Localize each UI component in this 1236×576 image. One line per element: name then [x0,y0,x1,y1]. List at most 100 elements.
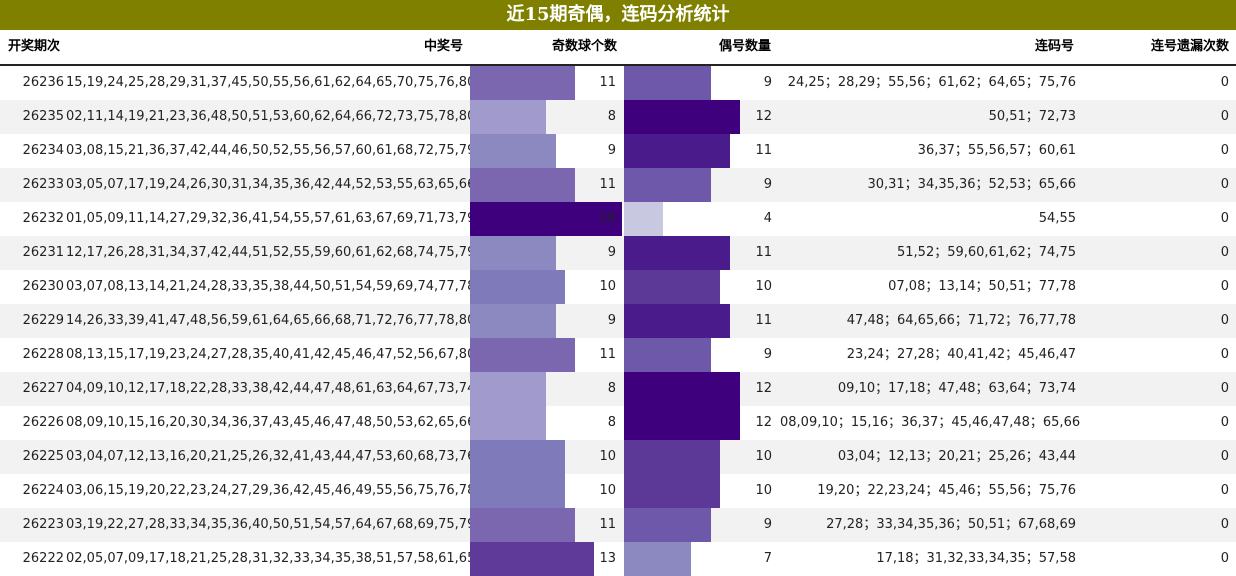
even-count-cell: 9 [624,338,778,372]
missing-count-cell: 0 [1220,211,1229,226]
period-cell: 26225 [22,449,64,464]
even-count-value: 10 [755,449,772,464]
period-cell: 26224 [22,483,64,498]
numbers-cell: 12,17,26,28,31,34,37,42,44,51,52,55,59,6… [66,245,476,260]
period-cell: 26222 [22,551,64,566]
missing-count-cell: 0 [1220,449,1229,464]
even-count-cell: 9 [624,66,778,100]
odd-count-cell: 11 [470,338,622,372]
even-count-cell: 10 [624,474,778,508]
consecutive-cell: 50,51；72,73 [988,109,1076,124]
odd-count-cell: 11 [470,168,622,202]
odd-count-cell: 10 [470,270,622,304]
odd-count-cell: 10 [470,440,622,474]
missing-count-cell: 0 [1220,483,1229,498]
even-count-cell: 7 [624,542,778,576]
period-cell: 26231 [22,245,64,260]
even-count-bar [624,338,711,372]
period-cell: 26233 [22,177,64,192]
even-count-value: 4 [763,211,772,226]
numbers-cell: 03,04,07,12,13,16,20,21,25,26,32,41,43,4… [66,449,476,464]
consecutive-cell: 23,24；27,28；40,41,42；45,46,47 [846,347,1076,362]
table-row: 26231 12,17,26,28,31,34,37,42,44,51,52,55… [0,236,1236,270]
table-header: 开奖期次 中奖号 奇数球个数 偶号数量 连码号 连号遗漏次数 [0,30,1236,66]
odd-count-cell: 8 [470,100,622,134]
odd-count-bar [470,202,622,236]
table-row: 26227 04,09,10,12,17,18,22,28,33,38,42,44… [0,372,1236,406]
even-count-cell: 11 [624,236,778,270]
odd-count-value: 9 [607,313,616,328]
even-count-cell: 10 [624,270,778,304]
odd-count-bar [470,542,594,576]
odd-count-bar [470,440,565,474]
odd-count-value: 9 [607,143,616,158]
odd-count-value: 11 [599,75,616,90]
header-odd-count: 奇数球个数 [551,39,617,54]
table-row: 26230 03,07,08,13,14,21,24,28,33,35,38,44… [0,270,1236,304]
period-cell: 26230 [22,279,64,294]
header-numbers: 中奖号 [423,39,463,54]
consecutive-cell: 24,25；28,29；55,56；61,62；64,65；75,76 [787,75,1076,90]
odd-count-cell: 11 [470,508,622,542]
even-count-cell: 9 [624,168,778,202]
consecutive-cell: 30,31；34,35,36；52,53；65,66 [867,177,1076,192]
even-count-bar [624,508,711,542]
even-count-value: 10 [755,279,772,294]
even-count-bar [624,66,711,100]
numbers-cell: 03,05,07,17,19,24,26,30,31,34,35,36,42,4… [66,177,476,192]
numbers-cell: 15,19,24,25,28,29,31,37,45,50,55,56,61,6… [66,75,476,90]
consecutive-cell: 09,10；17,18；47,48；63,64；73,74 [837,381,1076,396]
odd-count-value: 11 [599,177,616,192]
odd-count-cell: 9 [470,236,622,270]
missing-count-cell: 0 [1220,143,1229,158]
even-count-value: 9 [763,347,772,362]
even-count-value: 11 [755,143,772,158]
odd-count-value: 11 [599,517,616,532]
even-count-bar [624,236,730,270]
even-count-bar [624,168,711,202]
numbers-cell: 03,08,15,21,36,37,42,44,46,50,52,55,56,5… [66,143,476,158]
even-count-value: 12 [755,381,772,396]
table-row: 26224 03,06,15,19,20,22,23,24,27,29,36,42… [0,474,1236,508]
missing-count-cell: 0 [1220,245,1229,260]
missing-count-cell: 0 [1220,75,1229,90]
odd-count-bar [470,66,575,100]
numbers-cell: 02,05,07,09,17,18,21,25,28,31,32,33,34,3… [66,551,476,566]
odd-count-value: 16 [599,211,616,226]
period-cell: 26228 [22,347,64,362]
table-row: 26228 08,13,15,17,19,23,24,27,28,35,40,41… [0,338,1236,372]
even-count-bar [624,406,740,440]
table-row: 26226 08,09,10,15,16,20,30,34,36,37,43,45… [0,406,1236,440]
period-cell: 26232 [22,211,64,226]
even-count-cell: 11 [624,134,778,168]
numbers-cell: 03,07,08,13,14,21,24,28,33,35,38,44,50,5… [66,279,476,294]
even-count-bar [624,100,740,134]
table-row: 26222 02,05,07,09,17,18,21,25,28,31,32,33… [0,542,1236,576]
consecutive-cell: 08,09,10；15,16；36,37；45,46,47,48；65,66 [780,415,1081,430]
consecutive-cell: 03,04；12,13；20,21；25,26；43,44 [837,449,1076,464]
even-count-cell: 12 [624,100,778,134]
odd-count-cell: 9 [470,304,622,338]
consecutive-cell: 07,08；13,14；50,51；77,78 [888,279,1076,294]
table-row: 26234 03,08,15,21,36,37,42,44,46,50,52,55… [0,134,1236,168]
even-count-bar [624,542,691,576]
even-count-value: 10 [755,483,772,498]
consecutive-cell: 36,37；55,56,57；60,61 [917,143,1076,158]
odd-count-value: 10 [599,279,616,294]
even-count-bar [624,202,663,236]
missing-count-cell: 0 [1220,381,1229,396]
odd-count-bar [470,168,575,202]
header-consecutive: 连码号 [1034,39,1074,54]
odd-count-bar [470,372,546,406]
table-row: 26229 14,26,33,39,41,47,48,56,59,61,64,65… [0,304,1236,338]
consecutive-cell: 17,18；31,32,33,34,35；57,58 [876,551,1076,566]
even-count-bar [624,270,720,304]
odd-count-value: 13 [599,551,616,566]
odd-count-cell: 11 [470,66,622,100]
odd-count-bar [470,508,575,542]
even-count-cell: 9 [624,508,778,542]
odd-count-bar [470,304,556,338]
even-count-bar [624,372,740,406]
table-row: 26236 15,19,24,25,28,29,31,37,45,50,55,56… [0,66,1236,100]
even-count-bar [624,474,720,508]
